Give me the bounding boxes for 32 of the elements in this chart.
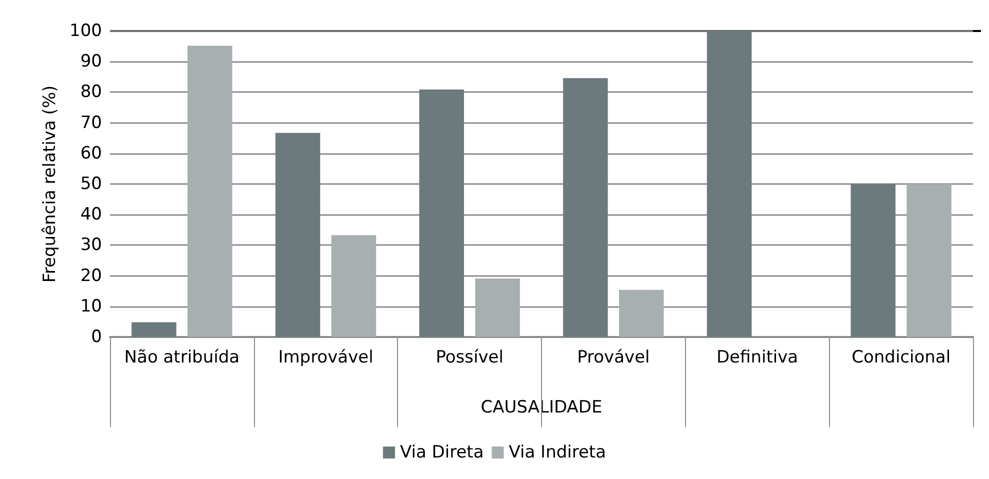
bar xyxy=(132,322,176,337)
bar xyxy=(706,31,752,337)
x-tick-label: Não atribuída xyxy=(124,348,240,368)
x-tick-label: Condicional xyxy=(852,348,951,368)
legend-label: Via Direta xyxy=(400,442,484,462)
y-tick-label: 0 xyxy=(91,327,102,347)
bar xyxy=(619,290,664,337)
x-tick-label: Definitiva xyxy=(716,348,798,368)
y-tick-label: 70 xyxy=(80,112,102,133)
bar xyxy=(906,184,952,337)
bar xyxy=(475,278,520,337)
y-tick-label: 40 xyxy=(80,204,102,225)
y-tick-label: 90 xyxy=(80,52,102,72)
y-axis-title: Frequência relativa (%) xyxy=(40,85,60,283)
y-tick-label: 60 xyxy=(80,143,102,164)
x-tick-label: Improvável xyxy=(278,348,374,368)
bar xyxy=(331,235,376,337)
y-tick-label: 100 xyxy=(70,21,102,41)
bar xyxy=(275,132,320,337)
x-tick-label: Provável xyxy=(577,348,650,368)
y-tick-label: 20 xyxy=(80,266,102,286)
bar xyxy=(563,78,608,337)
bar xyxy=(850,184,896,337)
y-tick-label: 50 xyxy=(80,174,102,194)
y-tick-label: 10 xyxy=(80,296,102,316)
legend-label: Via Indireta xyxy=(508,442,606,462)
x-tick-label: Possível xyxy=(436,348,504,368)
x-axis-title: CAUSALIDADE xyxy=(480,398,602,418)
y-tick-label: 30 xyxy=(80,235,102,256)
y-tick-label: 80 xyxy=(80,82,102,102)
bar xyxy=(419,89,464,337)
bar xyxy=(188,46,232,337)
